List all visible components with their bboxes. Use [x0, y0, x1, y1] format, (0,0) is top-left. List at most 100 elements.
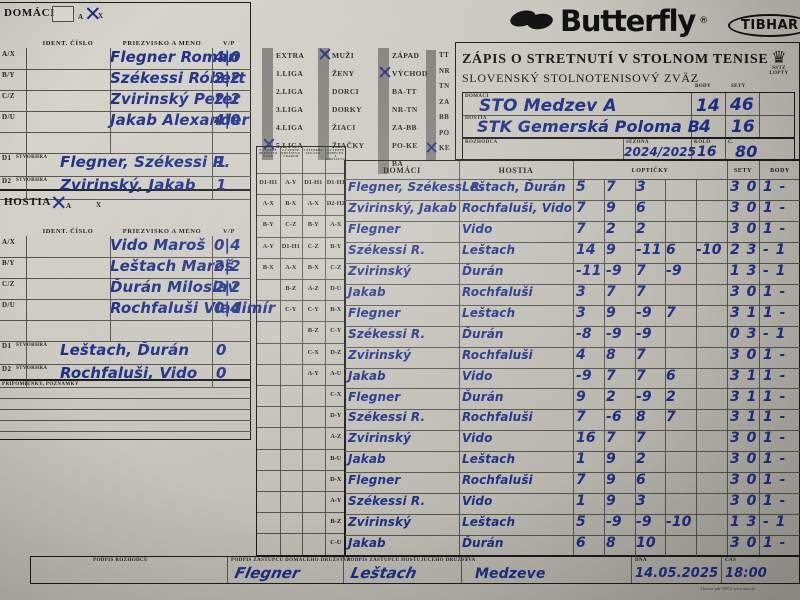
match-ball-score[interactable]: -9 — [606, 262, 622, 279]
match-guest-player[interactable]: Rochfaluši — [462, 284, 533, 299]
match-ball-score[interactable]: 9 — [606, 472, 616, 489]
match-home-player[interactable]: Flegner — [348, 473, 401, 488]
match-sets-value[interactable]: 3 0 — [730, 493, 758, 510]
match-ball-score[interactable]: 7 — [666, 409, 676, 426]
match-home-player[interactable]: Jakab — [348, 368, 386, 383]
region-item-po[interactable]: PO — [439, 128, 450, 137]
area-item-5[interactable]: PO-KE — [392, 141, 418, 150]
match-ball-score[interactable]: 7 — [576, 472, 586, 489]
match-ball-score[interactable]: 7 — [606, 367, 616, 384]
match-guest-player[interactable]: Vido — [462, 221, 493, 236]
match-home-player[interactable]: Jakab — [348, 284, 386, 299]
league-item-3[interactable]: 3.LIGA — [276, 105, 304, 114]
region-item-tt[interactable]: TT — [439, 51, 450, 59]
home-roster-vp-value[interactable]: 2|2 — [214, 69, 241, 87]
match-guest-player[interactable]: Leštach — [462, 515, 516, 530]
home-roster-name-value[interactable]: Flegner Roman — [110, 48, 239, 66]
match-ball-score[interactable]: 7 — [576, 199, 586, 216]
match-ball-score[interactable]: 6 — [636, 472, 646, 489]
match-ball-score[interactable]: -9 — [636, 325, 652, 342]
guest-roster-vp-value[interactable]: 0|4 — [214, 236, 241, 254]
home-roster-doubles-name[interactable]: Flegner, Székessi R. — [60, 153, 231, 171]
match-guest-player[interactable]: Rochfaluši — [462, 410, 533, 425]
match-ball-score[interactable]: 2 — [636, 220, 646, 237]
league-item-2[interactable]: 2.LIGA — [276, 87, 304, 96]
home-points-value[interactable]: 14 — [696, 96, 720, 116]
category-item-5[interactable]: ŽIAČKY — [332, 141, 365, 150]
match-ball-score[interactable]: 6 — [576, 535, 586, 552]
category-item-4[interactable]: ŽIACI — [332, 123, 356, 132]
match-points-value[interactable]: 1 - — [763, 535, 787, 552]
match-ball-score[interactable]: -9 — [606, 325, 622, 342]
match-guest-player[interactable]: Leštach — [462, 242, 516, 257]
match-guest-player[interactable]: Rochfaluši — [462, 473, 533, 488]
home-roster-vp-value[interactable]: 2|2 — [214, 90, 241, 108]
area-checkbox-panel[interactable]: ZÁPAD VÝCHOD ✕ BA-TT NR-TN ZA-BB PO-KE BA — [377, 48, 436, 174]
match-sets-value[interactable]: 3 1 — [730, 304, 758, 321]
match-sets-value[interactable]: 3 0 — [730, 535, 758, 552]
match-ball-score[interactable]: 9 — [606, 451, 616, 468]
match-ball-score[interactable]: 3 — [636, 179, 646, 195]
league-item-4[interactable]: 4.LIGA — [276, 123, 304, 132]
match-ball-score[interactable]: 8 — [606, 346, 616, 363]
area-item-6[interactable]: BA — [392, 159, 404, 168]
match-ball-score[interactable]: 14 — [576, 241, 596, 258]
guest-signature[interactable]: Leštach — [349, 564, 419, 582]
guest-team-value[interactable]: STK Gemerská Poloma B — [477, 117, 700, 136]
guest-roster-name-value[interactable]: Leštach Maroš — [110, 257, 234, 275]
match-home-player[interactable]: Flegner, Székessi R. — [348, 180, 485, 194]
match-guest-player[interactable]: Leštach — [462, 305, 516, 320]
match-ball-score[interactable]: 5 — [576, 179, 586, 195]
guest-roster-doubles-name[interactable]: Leštach, Ďurán — [60, 341, 190, 359]
match-guest-player[interactable]: Rochfaluši, Vido — [462, 200, 573, 215]
match-ball-score[interactable]: -11 — [636, 241, 662, 258]
match-ball-score[interactable]: 1 — [576, 451, 586, 468]
match-home-player[interactable]: Flegner — [348, 221, 401, 236]
match-ball-score[interactable]: 2 — [636, 451, 646, 468]
home-roster-name-value[interactable]: Zvirinský Peter — [110, 90, 240, 108]
notes-block[interactable] — [0, 380, 251, 440]
match-ball-score[interactable]: 9 — [606, 199, 616, 216]
match-points-value[interactable]: 1 - — [763, 367, 787, 384]
match-ball-score[interactable]: -9 — [636, 304, 652, 321]
region-item-nr[interactable]: NR — [439, 66, 450, 75]
match-ball-score[interactable]: 3 — [576, 304, 586, 321]
match-home-player[interactable]: Zvirinský — [348, 515, 412, 530]
match-ball-score[interactable]: 7 — [606, 430, 616, 447]
date-value[interactable]: 14.05.2025 — [635, 566, 719, 581]
match-guest-player[interactable]: Leštach — [462, 452, 516, 467]
match-sets-value[interactable]: 1 3 — [730, 262, 758, 279]
match-ball-score[interactable]: 7 — [636, 430, 646, 447]
match-sets-value[interactable]: 3 0 — [730, 451, 758, 468]
home-roster-name-value[interactable]: Jakab Alexander — [110, 111, 249, 129]
match-ball-score[interactable]: -11 — [576, 262, 602, 279]
guest-roster-doubles-name[interactable]: Rochfaluši, Vido — [60, 364, 198, 382]
home-roster-vp-value[interactable]: 4|0 — [214, 111, 241, 129]
match-guest-player[interactable]: Vido — [462, 494, 493, 509]
match-points-value[interactable]: 1 - — [763, 451, 787, 468]
match-sets-value[interactable]: 0 3 — [730, 325, 758, 342]
match-home-player[interactable]: Székessi R. — [348, 242, 426, 257]
match-ball-score[interactable]: -10 — [696, 241, 722, 258]
home-opt-a-box[interactable] — [52, 6, 74, 22]
time-value[interactable]: 18:00 — [725, 566, 767, 581]
match-home-player[interactable]: Zvirinský — [348, 263, 412, 278]
match-points-value[interactable]: 1 - — [763, 199, 787, 216]
guest-roster-doubles-vp[interactable]: 0 — [216, 341, 227, 359]
region-item-ke[interactable]: KE — [439, 144, 450, 152]
guest-points-value[interactable]: 4 — [699, 117, 711, 137]
home-roster-doubles-vp[interactable]: 1 — [216, 176, 227, 194]
match-points-value[interactable]: 1 - — [763, 472, 787, 489]
match-ball-score[interactable]: 7 — [636, 367, 646, 384]
round-value[interactable]: 16 — [697, 144, 717, 160]
match-points-value[interactable]: 1 - — [763, 346, 787, 363]
match-home-player[interactable]: Székessi R. — [348, 326, 426, 341]
home-roster-doubles-name[interactable]: Zvirinský, Jakab — [60, 176, 196, 194]
area-item-1[interactable]: VÝCHOD — [392, 69, 428, 78]
match-sets-value[interactable]: 3 1 — [730, 388, 758, 405]
match-home-player[interactable]: Jakab — [348, 536, 386, 551]
match-ball-score[interactable]: 7 — [576, 220, 586, 237]
match-home-player[interactable]: Flegner — [348, 389, 401, 404]
league-item-0[interactable]: EXTRA — [276, 51, 305, 60]
match-ball-score[interactable]: 7 — [576, 409, 586, 426]
